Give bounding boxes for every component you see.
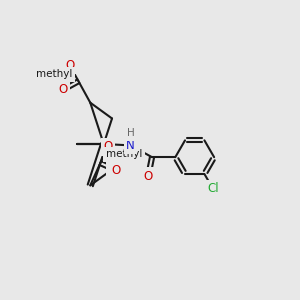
- Text: methyl: methyl: [106, 149, 142, 159]
- Text: O: O: [103, 140, 112, 153]
- Text: O: O: [144, 170, 153, 183]
- Text: methyl: methyl: [36, 69, 72, 79]
- Text: S: S: [108, 163, 116, 176]
- Text: Cl: Cl: [207, 182, 219, 196]
- Text: O: O: [59, 83, 68, 96]
- Text: O: O: [65, 59, 74, 72]
- Text: N: N: [126, 139, 135, 152]
- Text: H: H: [127, 128, 134, 138]
- Text: O: O: [112, 164, 121, 177]
